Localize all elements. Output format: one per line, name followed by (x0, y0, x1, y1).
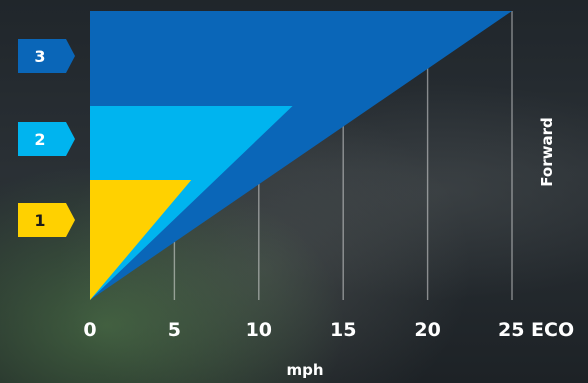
gear-region-1 (90, 180, 192, 300)
x-tick-label: 25 ECO (498, 319, 574, 341)
gear-tag-2: 2 (18, 122, 75, 156)
x-tick-label: 0 (83, 319, 96, 341)
x-tick-label: 15 (330, 319, 356, 341)
gear-region-2 (90, 106, 293, 300)
x-tick-label: 5 (168, 319, 181, 341)
gear-tag-1: 1 (18, 203, 75, 237)
gear-tag-shape (18, 122, 75, 156)
x-tick-label: 10 (246, 319, 272, 341)
x-axis-title: mph (286, 361, 323, 379)
gear-tag-shape (18, 203, 75, 237)
gear-tag-3: 3 (18, 39, 75, 73)
gear-tag-shape (18, 39, 75, 73)
y-axis-title: Forward (538, 117, 556, 186)
gear-region-3 (90, 11, 512, 300)
x-tick-label: 20 (414, 319, 440, 341)
